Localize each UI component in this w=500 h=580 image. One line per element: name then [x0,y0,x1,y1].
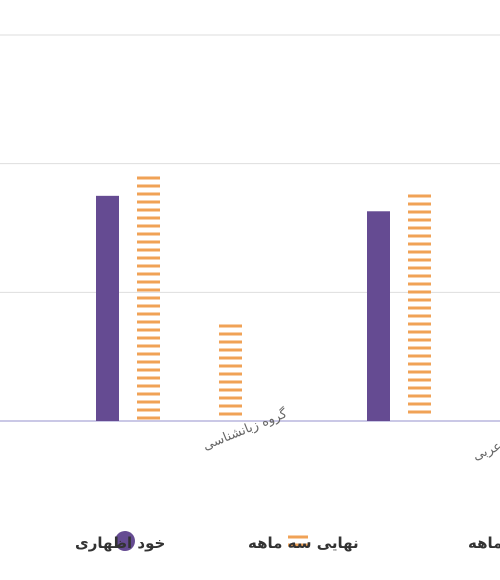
bar-series-0-cat-0 [96,195,119,421]
bars [96,176,431,421]
legend-label-final-quarterly: نهایی سه ماهه [248,534,359,552]
bar-series-2-cat-0 [219,324,242,416]
category-labels: گروه زبانشناسی گروه زبان عربی [201,405,500,464]
bar-series-0-cat-1 [367,211,390,421]
bar-series-1-cat-1 [408,194,431,414]
legend-label-self-declared-quarterly: خود اظهاری سه ماهه [468,534,500,552]
legend-label-self-declared: خود اظهاری [75,534,165,552]
bar-series-1-cat-0 [137,176,160,420]
legend-marker-circle [115,531,135,551]
category-label-1: گروه زبان عربی [471,416,500,464]
legend: خود اظهاری سه ماهه نهایی سه ماهه خود اظه… [75,531,500,552]
category-label-0: گروه زبانشناسی [201,405,291,454]
